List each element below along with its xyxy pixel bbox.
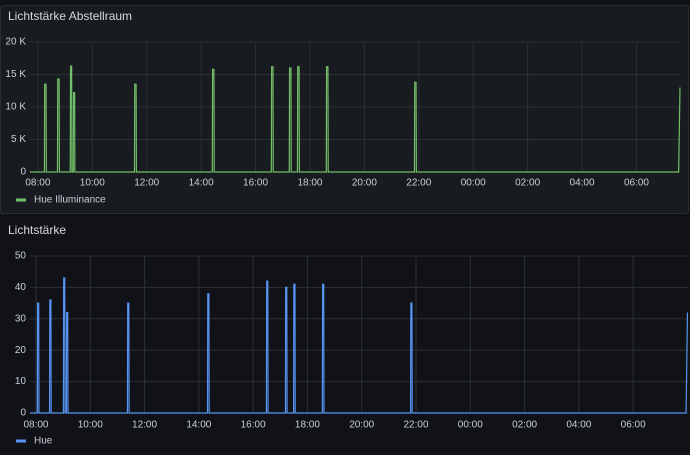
x-tick-label: 02:00 [512,420,537,431]
x-tick-label: 00:00 [458,420,483,431]
x-tick-label: 16:00 [241,420,266,431]
x-tick-label: 14:00 [189,178,214,189]
x-tick-label: 12:00 [134,178,159,189]
x-tick-label: 04:00 [570,178,595,189]
x-tick-label: 22:00 [403,420,428,431]
y-tick-label: 30 [15,313,27,324]
x-tick-label: 22:00 [406,178,431,189]
y-tick-label: 5 K [11,134,26,145]
y-tick-label: 10 K [5,102,26,113]
panel-title: Lichtstärke Abstellraum [8,9,132,23]
legend-label: Hue Illuminance [34,195,106,206]
y-tick-label: 40 [15,282,27,293]
x-tick-label: 18:00 [295,420,320,431]
x-tick-label: 10:00 [78,420,103,431]
x-tick-label: 06:00 [621,420,646,431]
x-tick-label: 12:00 [132,420,157,431]
x-tick-label: 14:00 [186,420,211,431]
series-line [30,65,681,173]
x-tick-label: 18:00 [297,178,322,189]
x-tick-label: 10:00 [80,178,105,189]
y-tick-label: 20 K [5,37,26,48]
x-tick-label: 20:00 [352,178,377,189]
panel-title: Lichtstärke [8,223,66,237]
y-tick-label: 0 [20,408,26,419]
x-tick-label: 04:00 [566,420,591,431]
x-tick-label: 02:00 [515,178,540,189]
series-line [30,277,689,414]
y-tick-label: 10 [15,376,27,387]
x-tick-label: 20:00 [349,420,374,431]
y-tick-label: 20 [15,345,27,356]
x-tick-label: 08:00 [25,178,50,189]
x-tick-label: 00:00 [461,178,486,189]
legend-label: Hue [34,436,53,447]
y-tick-label: 15 K [5,69,26,80]
x-tick-label: 06:00 [624,178,649,189]
y-tick-label: 50 [15,251,27,262]
x-tick-label: 16:00 [243,178,268,189]
x-tick-label: 08:00 [23,420,48,431]
panel-frame [0,5,689,214]
y-tick-label: 0 [20,167,26,178]
